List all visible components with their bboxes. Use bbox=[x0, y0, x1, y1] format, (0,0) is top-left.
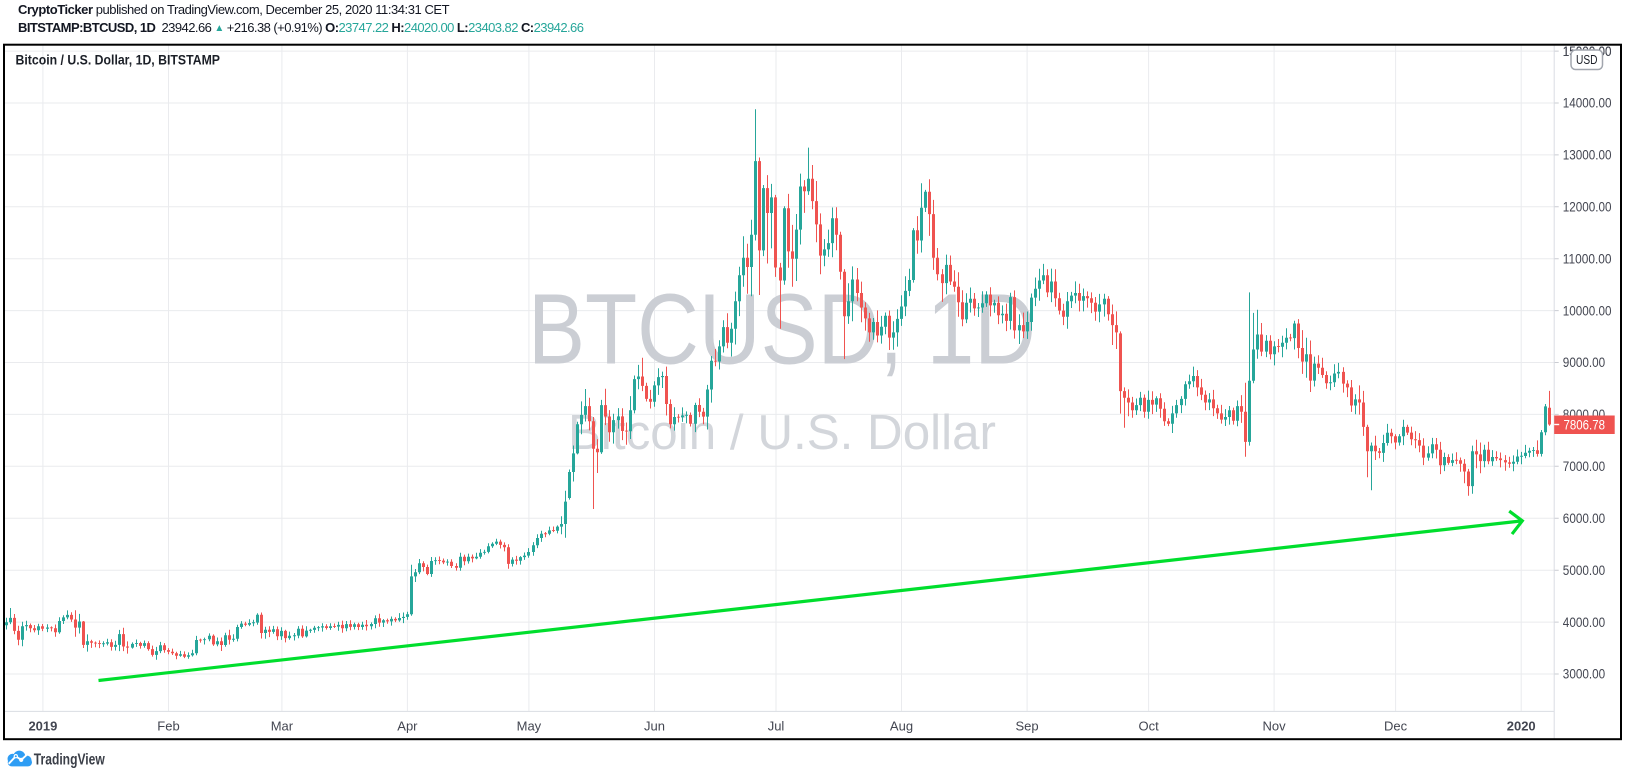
svg-text:12000.00: 12000.00 bbox=[1563, 200, 1612, 215]
svg-text:2019: 2019 bbox=[28, 719, 57, 734]
svg-text:Mar: Mar bbox=[271, 719, 294, 734]
svg-text:Nov: Nov bbox=[1263, 719, 1287, 734]
svg-text:10000.00: 10000.00 bbox=[1563, 303, 1612, 318]
svg-text:7806.78: 7806.78 bbox=[1564, 417, 1606, 432]
svg-text:Aug: Aug bbox=[890, 719, 913, 734]
svg-text:Apr: Apr bbox=[397, 719, 418, 734]
svg-text:Jul: Jul bbox=[768, 719, 785, 734]
svg-text:Sep: Sep bbox=[1016, 719, 1039, 734]
svg-text:6000.00: 6000.00 bbox=[1563, 511, 1605, 526]
svg-text:2020: 2020 bbox=[1507, 719, 1536, 734]
svg-text:USD: USD bbox=[1576, 53, 1598, 67]
svg-text:3000.00: 3000.00 bbox=[1563, 667, 1605, 682]
svg-text:BTCUSD, 1D: BTCUSD, 1D bbox=[528, 274, 1036, 386]
svg-text:Dec: Dec bbox=[1384, 719, 1408, 734]
svg-text:14000.00: 14000.00 bbox=[1563, 96, 1612, 111]
svg-text:9000.00: 9000.00 bbox=[1563, 355, 1605, 370]
svg-text:13000.00: 13000.00 bbox=[1563, 148, 1612, 163]
svg-text:Jun: Jun bbox=[644, 719, 665, 734]
svg-text:May: May bbox=[517, 719, 542, 734]
svg-text:5000.00: 5000.00 bbox=[1563, 563, 1605, 578]
svg-text:Bitcoin / U.S. Dollar, 1D, BIT: Bitcoin / U.S. Dollar, 1D, BITSTAMP bbox=[16, 53, 221, 68]
svg-text:7000.00: 7000.00 bbox=[1563, 459, 1605, 474]
svg-text:Feb: Feb bbox=[157, 719, 179, 734]
svg-text:11000.00: 11000.00 bbox=[1563, 251, 1612, 266]
svg-text:TradingView: TradingView bbox=[34, 751, 106, 768]
svg-text:Oct: Oct bbox=[1138, 719, 1159, 734]
svg-text:Bitcoin / U.S. Dollar: Bitcoin / U.S. Dollar bbox=[568, 406, 996, 460]
svg-text:4000.00: 4000.00 bbox=[1563, 615, 1605, 630]
